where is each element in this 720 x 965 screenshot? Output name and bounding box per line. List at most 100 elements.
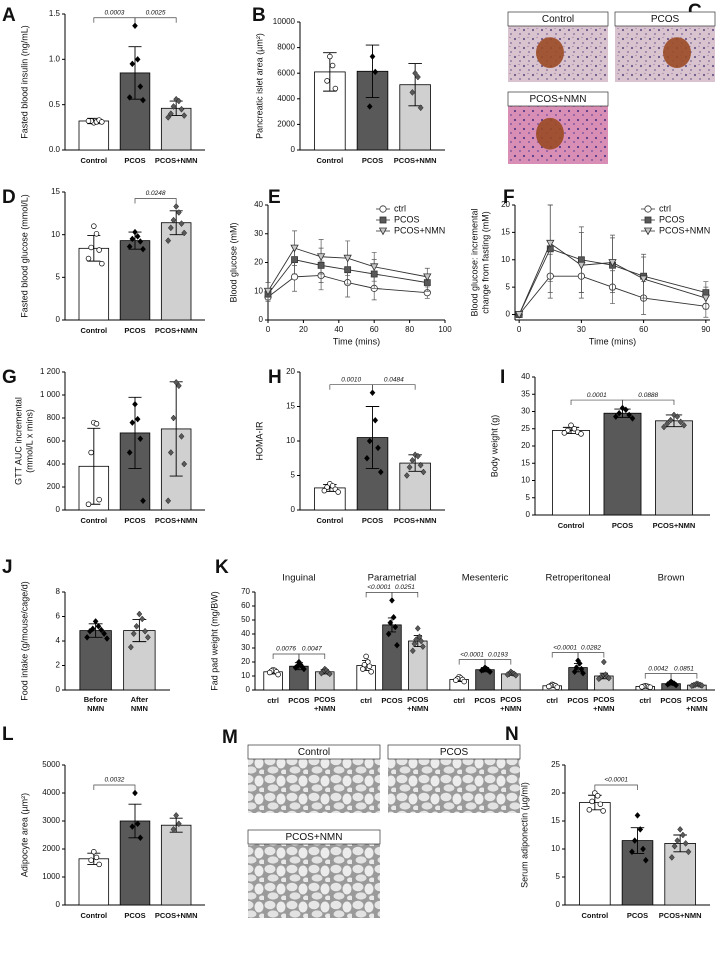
bar xyxy=(79,630,112,691)
data-point xyxy=(664,681,671,688)
y-tick-label: 0 xyxy=(246,685,251,694)
data-point xyxy=(134,56,141,63)
legend-label: ctrl xyxy=(659,203,671,213)
data-point xyxy=(487,668,493,676)
x-tick-label: 60 xyxy=(370,325,379,334)
x-tick-label: PCOS xyxy=(627,911,648,920)
data-point xyxy=(546,239,555,248)
p-value: 0.0003 xyxy=(104,10,124,17)
data-point xyxy=(406,463,413,471)
panel-letter: K xyxy=(215,557,229,578)
data-point xyxy=(326,670,333,678)
y-tick-label: 0 xyxy=(556,900,561,909)
y-tick-label: 4000 xyxy=(42,788,60,797)
legend-label: PCOS xyxy=(394,214,420,224)
p-value: 0.0025 xyxy=(146,10,166,17)
data-point xyxy=(671,411,677,419)
data-point xyxy=(415,73,421,81)
x-tick-label: PCOS xyxy=(124,156,145,165)
micrograph-label: Control xyxy=(298,747,330,758)
data-point xyxy=(364,454,370,462)
y-tick-label: 2000 xyxy=(277,120,295,129)
significance-bracket xyxy=(93,17,136,23)
data-point xyxy=(275,671,281,678)
bar xyxy=(664,843,696,906)
significance-bracket xyxy=(551,652,579,658)
y-tick-label: 35 xyxy=(521,389,530,398)
significance-bracket xyxy=(577,652,605,658)
panel-letter: F xyxy=(503,187,515,208)
data-point xyxy=(461,678,467,685)
x-tick-label: +NMN xyxy=(314,704,335,713)
panel: G 0 200 400 600 800 1 000 1 200 GTT AUC incremen… xyxy=(2,367,205,525)
y-axis-label: change from fasting (mM) xyxy=(480,211,490,314)
panel: F 0 5 10 15 20 Blood glucose: incremental chang… xyxy=(469,187,710,346)
significance-bracket xyxy=(644,673,672,679)
panel-letter: G xyxy=(2,367,17,388)
legend-label: PCOS+NMN xyxy=(659,225,710,235)
y-tick-label: 0.5 xyxy=(49,100,61,109)
data-point xyxy=(595,675,602,683)
data-point xyxy=(629,848,635,856)
bar xyxy=(78,120,110,151)
data-point xyxy=(372,416,379,424)
data-point xyxy=(301,665,307,673)
data-point xyxy=(91,849,97,855)
significance-bracket xyxy=(134,17,177,23)
data-point xyxy=(360,666,366,672)
data-point xyxy=(181,229,188,237)
legend-marker xyxy=(643,227,653,236)
y-tick-label: 6 xyxy=(56,612,61,621)
y-tick-label: 1.5 xyxy=(49,9,61,18)
micrograph-header xyxy=(247,744,381,760)
data-point xyxy=(98,626,105,634)
data-point xyxy=(699,682,705,689)
y-tick-label: 15 xyxy=(286,402,295,411)
micrograph-header xyxy=(507,11,609,27)
data-point xyxy=(96,496,102,503)
x-tick-label: PCOS xyxy=(474,696,495,705)
y-tick-label: 30 xyxy=(241,643,250,652)
y-axis-label: HOMA-IR xyxy=(254,421,264,460)
y-tick-label: 50 xyxy=(241,615,250,624)
x-tick-label: PCOS xyxy=(407,695,428,704)
data-point xyxy=(576,660,583,667)
data-point xyxy=(165,237,172,244)
data-point xyxy=(132,228,138,236)
data-point xyxy=(377,468,384,476)
y-tick-label: 1 000 xyxy=(40,390,61,399)
data-point xyxy=(409,647,416,655)
significance-bracket xyxy=(329,384,373,390)
data-point xyxy=(647,684,653,690)
y-tick-label: 40 xyxy=(254,200,263,209)
data-point xyxy=(178,105,185,113)
data-point xyxy=(91,223,97,229)
data-point xyxy=(343,254,352,263)
data-point xyxy=(375,444,381,452)
p-value: 0.0047 xyxy=(302,646,322,653)
data-point xyxy=(640,845,646,853)
data-point xyxy=(132,22,138,30)
data-point xyxy=(329,62,336,69)
data-point xyxy=(409,89,416,96)
y-tick-label: 0 xyxy=(526,510,531,519)
x-tick-label: Control xyxy=(317,156,344,165)
y-tick-label: 4 xyxy=(56,636,61,645)
data-point xyxy=(668,854,675,861)
data-point xyxy=(175,209,182,216)
data-point xyxy=(626,411,633,419)
x-tick-label: PCOS xyxy=(381,696,402,705)
data-point xyxy=(392,623,399,631)
significance-bracket xyxy=(458,659,486,665)
data-point xyxy=(631,837,638,844)
islet xyxy=(536,37,564,68)
micrograph-label: PCOS+NMN xyxy=(530,94,587,105)
p-value: 0.0193 xyxy=(488,651,508,658)
data-point xyxy=(139,615,146,623)
y-tick-label: 0 xyxy=(56,315,61,324)
y-tick-label: 15 xyxy=(501,227,510,236)
data-point xyxy=(129,60,136,68)
bar xyxy=(160,824,192,906)
panel-letter: L xyxy=(2,724,14,745)
x-tick-label: Control xyxy=(80,911,107,920)
